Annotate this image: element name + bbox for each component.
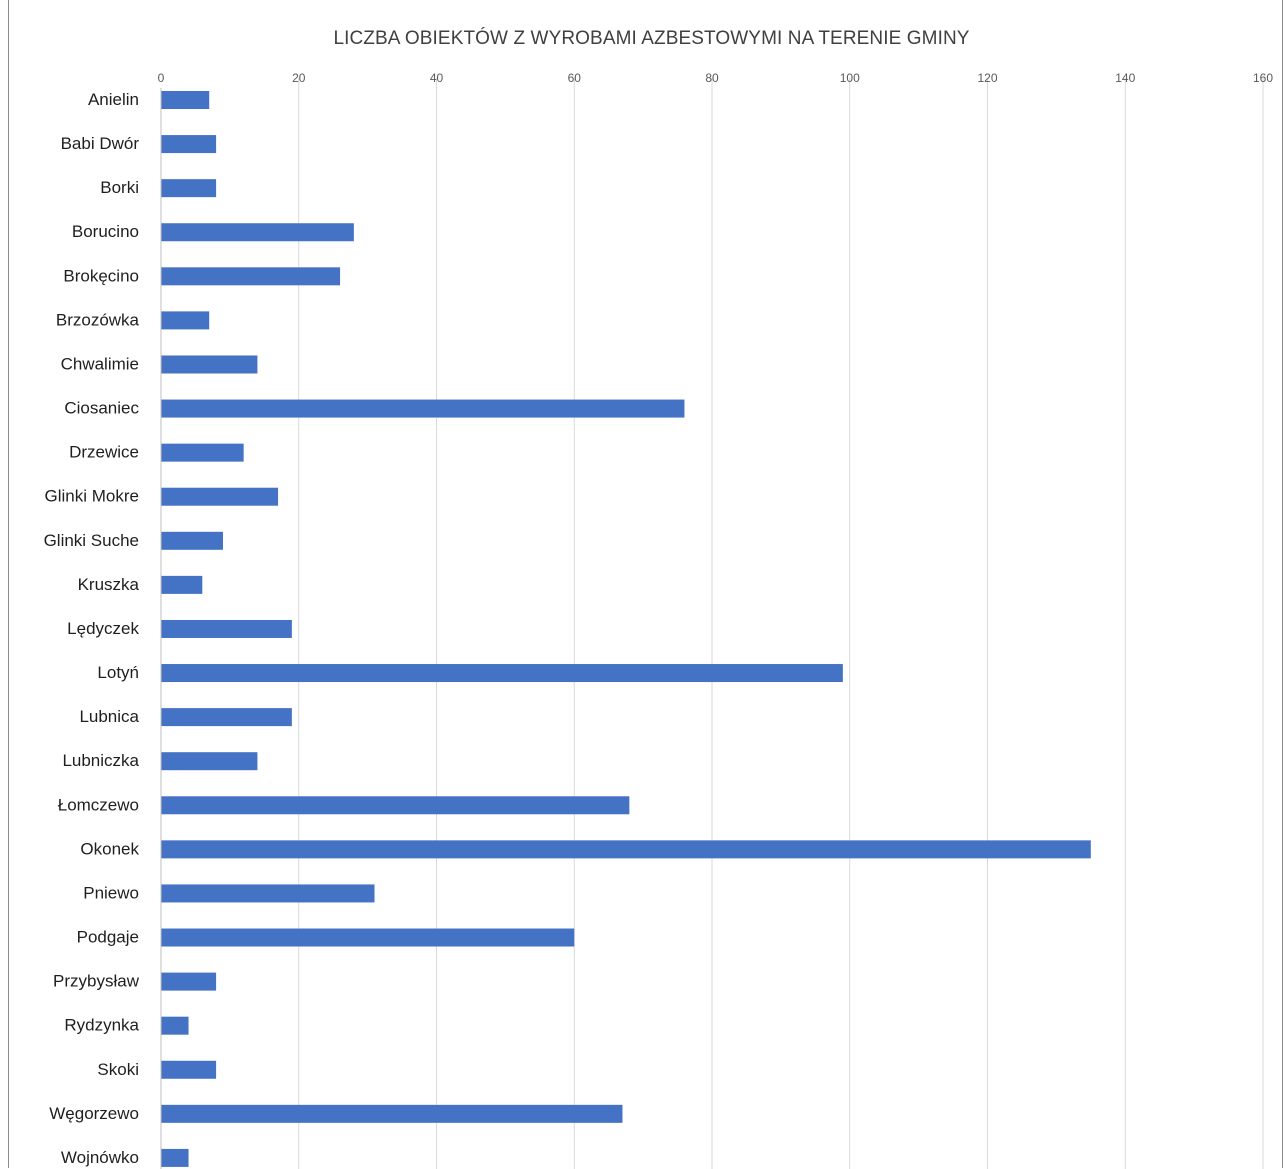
category-label: Skoki bbox=[97, 1060, 139, 1079]
bar-przybysław bbox=[161, 972, 217, 991]
bar-okonek bbox=[161, 840, 1091, 859]
bar-wojnówko bbox=[161, 1148, 189, 1167]
bar-chwalimie bbox=[161, 355, 258, 374]
x-tick-label: 140 bbox=[1115, 71, 1135, 85]
x-tick-label: 40 bbox=[430, 71, 444, 85]
category-label: Anielin bbox=[88, 90, 139, 109]
bar-rydzynka bbox=[161, 1016, 189, 1035]
bar-kruszka bbox=[161, 575, 203, 594]
category-label: Brokęcino bbox=[63, 266, 139, 285]
x-tick-label: 120 bbox=[977, 71, 997, 85]
category-label: Okonek bbox=[80, 839, 139, 858]
category-label: Rydzynka bbox=[64, 1016, 139, 1035]
bar-węgorzewo bbox=[161, 1104, 623, 1123]
bar-babi-dwór bbox=[161, 135, 217, 154]
bar-glinki-suche bbox=[161, 531, 223, 550]
bar-brzozówka bbox=[161, 311, 210, 330]
category-label: Lędyczek bbox=[67, 619, 139, 638]
category-label: Ciosaniec bbox=[64, 399, 139, 418]
bar-ciosaniec bbox=[161, 399, 685, 418]
y-axis-category-labels: Anielin Babi Dwór Borki Borucino Brokęcino Br… bbox=[44, 90, 140, 1167]
category-label: Brzozówka bbox=[56, 310, 140, 329]
category-label: Lubniczka bbox=[62, 751, 139, 770]
x-tick-label: 80 bbox=[705, 71, 719, 85]
chart-title: LICZBA OBIEKTÓW Z WYROBAMI AZBESTOWYMI N… bbox=[333, 28, 970, 49]
bar-drzewice bbox=[161, 443, 244, 462]
x-tick-label: 0 bbox=[158, 71, 165, 85]
category-label: Pniewo bbox=[83, 883, 139, 902]
bar-skoki bbox=[161, 1060, 217, 1079]
x-tick-label: 160 bbox=[1253, 71, 1273, 85]
bar-brokęcino bbox=[161, 267, 341, 286]
category-label: Kruszka bbox=[78, 575, 140, 594]
category-label: Przybysław bbox=[53, 972, 140, 991]
x-tick-label: 20 bbox=[292, 71, 306, 85]
bar-anielin bbox=[161, 91, 210, 109]
gridlines bbox=[298, 78, 1264, 1169]
category-label: Węgorzewo bbox=[49, 1104, 139, 1123]
bar-łomczewo bbox=[161, 796, 630, 815]
bar-podgaje bbox=[161, 928, 575, 947]
category-label: Drzewice bbox=[69, 443, 139, 462]
bar-lędyczek bbox=[161, 619, 292, 638]
chart-frame bbox=[8, 0, 1283, 1168]
category-label: Borucino bbox=[72, 222, 139, 241]
bars bbox=[161, 91, 1091, 1167]
category-label: Borki bbox=[100, 178, 139, 197]
x-tick-label: 100 bbox=[840, 71, 860, 85]
category-label: Łomczewo bbox=[58, 795, 139, 814]
category-label: Podgaje bbox=[77, 928, 139, 947]
x-axis-tick-labels: 0 20 40 60 80 100 120 140 160 bbox=[158, 71, 1274, 85]
bar-glinki-mokre bbox=[161, 487, 279, 506]
category-label: Glinki Suche bbox=[44, 531, 139, 550]
bar-borucino bbox=[161, 223, 354, 242]
bar-lubnica bbox=[161, 708, 292, 727]
category-label: Lotyń bbox=[97, 663, 139, 682]
category-label: Wojnówko bbox=[61, 1148, 139, 1167]
bar-borki bbox=[161, 179, 217, 198]
category-label: Chwalimie bbox=[61, 354, 139, 373]
category-label: Lubnica bbox=[79, 707, 139, 726]
category-label: Babi Dwór bbox=[61, 134, 140, 153]
bar-pniewo bbox=[161, 884, 375, 903]
x-tick-label: 60 bbox=[568, 71, 582, 85]
bar-lubniczka bbox=[161, 752, 258, 771]
bar-lotyń bbox=[161, 664, 843, 683]
category-label: Glinki Mokre bbox=[45, 487, 139, 506]
